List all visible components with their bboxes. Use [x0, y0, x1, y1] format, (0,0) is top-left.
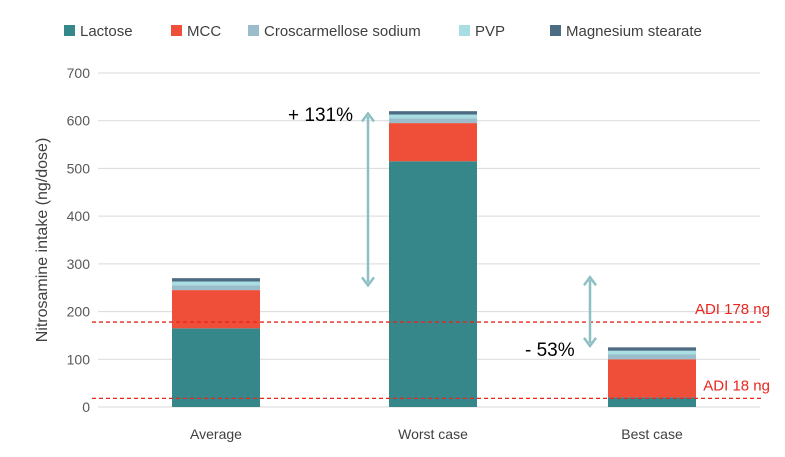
- annotations: + 131% - 53%: [288, 105, 597, 361]
- y-tick-label-2: 200: [67, 304, 91, 320]
- y-tick-label-0: 0: [82, 399, 90, 415]
- bar-segment-2-2: [608, 354, 696, 360]
- y-tick-label-4: 400: [67, 208, 91, 224]
- x-category-label-1: Worst case: [398, 426, 468, 442]
- bar-segment-0-2: [172, 285, 260, 291]
- x-category-label-0: Average: [190, 426, 242, 442]
- legend-swatch-1: [171, 25, 182, 36]
- y-tick-label-7: 700: [67, 65, 91, 81]
- y-tick-label-5: 500: [67, 160, 91, 176]
- bar-segment-0-0: [172, 328, 260, 407]
- x-category-label-2: Best case: [621, 426, 683, 442]
- y-tick-label-1: 100: [67, 351, 91, 367]
- bar-segment-2-1: [608, 359, 696, 398]
- legend: Lactose MCC Croscarmellose sodium PVP Magnes…: [64, 23, 702, 40]
- legend-swatch-3: [459, 25, 470, 36]
- y-tick-label-3: 300: [67, 256, 91, 272]
- legend-swatch-2: [248, 25, 259, 36]
- arrow-head-down-1: [583, 337, 597, 349]
- arrow-head-down-0: [361, 276, 375, 288]
- reference-line-label-1: ADI 18 ng: [703, 377, 770, 394]
- bar-segment-0-4: [172, 278, 260, 282]
- reference-line-label-0: ADI 178 ng: [695, 301, 770, 318]
- bar-segment-1-1: [389, 123, 477, 162]
- legend-label-1: MCC: [187, 23, 221, 40]
- reference-lines: ADI 178 ng ADI 18 ng: [92, 301, 770, 400]
- legend-label-4: Magnesium stearate: [566, 23, 702, 40]
- y-axis-label: Nitrosamine intake (ng/dose): [34, 138, 51, 343]
- legend-swatch-4: [550, 25, 561, 36]
- bar-segment-1-2: [389, 118, 477, 124]
- y-axis-ticks: 0 100 200 300 400 500 600 700: [67, 65, 91, 415]
- bars: [172, 111, 696, 407]
- bar-segment-1-4: [389, 111, 477, 115]
- y-tick-label-6: 600: [67, 113, 91, 129]
- arrow-head-up-1: [583, 275, 597, 286]
- legend-swatch-0: [64, 25, 75, 36]
- arrow-head-up-0: [361, 111, 375, 123]
- bar-segment-2-0: [608, 397, 696, 407]
- bar-segment-2-3: [608, 350, 696, 355]
- bar-segment-0-3: [172, 281, 260, 286]
- annotation-label-1: - 53%: [525, 340, 575, 361]
- bar-segment-2-4: [608, 347, 696, 351]
- bar-segment-1-3: [389, 114, 477, 119]
- bar-segment-1-0: [389, 161, 477, 407]
- legend-label-3: PVP: [475, 23, 505, 40]
- legend-label-0: Lactose: [80, 23, 133, 40]
- legend-label-2: Croscarmellose sodium: [264, 23, 421, 40]
- annotation-label-0: + 131%: [288, 105, 353, 126]
- x-axis-categories: Average Worst case Best case: [190, 426, 683, 442]
